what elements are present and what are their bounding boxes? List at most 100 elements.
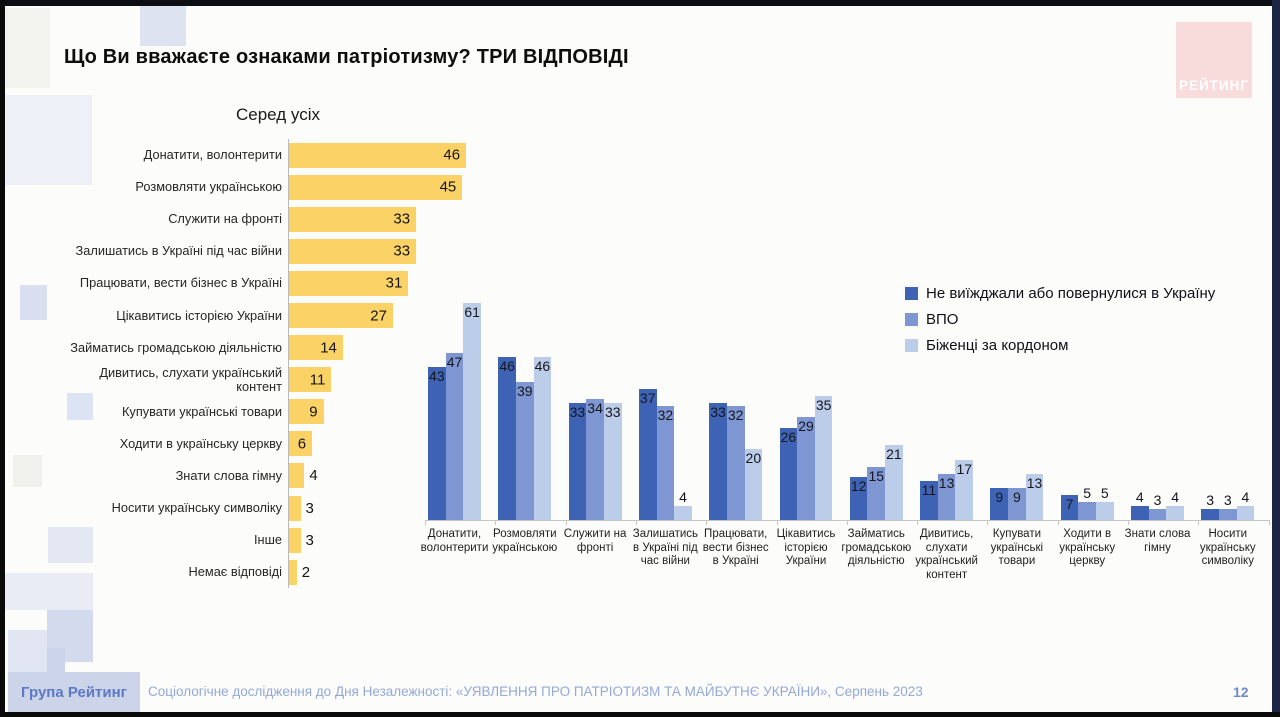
bar-row-label: Знати слова гімну bbox=[175, 467, 282, 483]
bar: 3 bbox=[1218, 492, 1237, 520]
deco-square bbox=[20, 285, 47, 320]
legend-label: ВПО bbox=[926, 311, 959, 328]
bar-row: Цікавитись історією України 27 bbox=[60, 299, 480, 332]
category-label: Купувати українські товари bbox=[990, 528, 1044, 567]
axis-tick bbox=[1128, 520, 1129, 525]
bar-row-label: Немає відповіді bbox=[188, 564, 282, 580]
bar-value: 33 bbox=[710, 403, 726, 420]
bar-row-label: Носити українську символіку bbox=[111, 500, 282, 516]
footer-brand-block: Група Рейтинг bbox=[8, 672, 140, 712]
axis-tick bbox=[635, 520, 637, 525]
bar-row: Ходити в українську церкву 6 bbox=[60, 427, 480, 460]
bar-row-label: Працювати, вести бізнес в Україні bbox=[79, 275, 282, 291]
bar-zone: 27 bbox=[288, 299, 480, 332]
chart-legend: Не виїжджали або повернулися в Україну ВП… bbox=[905, 285, 1215, 363]
frame-top-strip bbox=[0, 0, 1280, 6]
bar-value: 7 bbox=[1065, 496, 1074, 513]
bar: 32 bbox=[656, 406, 675, 520]
bar-row-label: Купувати українські товари bbox=[121, 403, 282, 419]
bar-row: Інше 3 bbox=[60, 524, 480, 557]
bar: 26 bbox=[779, 427, 798, 520]
bar-row: Купувати українські товари 9 bbox=[60, 395, 480, 428]
bar-zone: 9 bbox=[288, 395, 480, 428]
bar: 13 bbox=[937, 473, 956, 520]
bar-value: 3 bbox=[305, 499, 314, 517]
bar-row: Займатись громадською діяльністю 14 bbox=[60, 331, 480, 364]
deco-square bbox=[5, 573, 93, 610]
bar-value: 4 bbox=[1241, 488, 1250, 505]
bar: 20 bbox=[744, 449, 763, 520]
bar-value: 4 bbox=[679, 488, 687, 505]
bar-zone: 46 bbox=[288, 139, 480, 172]
bar: 34 bbox=[586, 399, 604, 520]
bar: 21 bbox=[885, 445, 903, 520]
axis-tick bbox=[565, 520, 567, 525]
bar-zone: 3 bbox=[288, 524, 480, 557]
bar: 4 bbox=[1166, 489, 1184, 520]
grouped-bar-chart: 43 47 61 Донатити, волонтерити 46 39 46 Розмовл… bbox=[421, 295, 1270, 581]
bar-value: 14 bbox=[320, 339, 337, 357]
left-chart-title: Серед усіх bbox=[236, 105, 320, 124]
category-label: Донатити, волонтерити bbox=[420, 528, 489, 554]
category-label: Працювати, вести бізнес в Україні bbox=[702, 528, 769, 567]
bar: 47 bbox=[445, 353, 464, 520]
bar-row: Носити українську символіку 3 bbox=[60, 492, 480, 525]
bar: 37 bbox=[638, 388, 657, 520]
bar-value: 33 bbox=[393, 210, 411, 228]
bar-value: 39 bbox=[516, 382, 533, 399]
bar-value: 37 bbox=[639, 389, 656, 406]
bar: 31 bbox=[289, 270, 409, 296]
bar-row-label: Залишатись в Україні під час війни bbox=[75, 243, 283, 259]
bar-group: 43 47 61 bbox=[428, 303, 481, 520]
bar-value: 32 bbox=[727, 407, 744, 424]
footer-brand: Група Рейтинг bbox=[21, 683, 127, 701]
bar-row: Знати слова гімну 4 bbox=[60, 459, 480, 493]
bar bbox=[289, 527, 301, 553]
bar-row: Залишатись в Україні під час війни 33 bbox=[60, 235, 480, 268]
axis-tick bbox=[1057, 520, 1059, 525]
bar-value: 46 bbox=[499, 357, 515, 374]
bar-value: 33 bbox=[604, 403, 621, 420]
bar-group: 9 9 13 bbox=[990, 473, 1044, 520]
bar: 5 bbox=[1096, 485, 1114, 520]
bar-group: 33 32 20 bbox=[709, 402, 763, 520]
bar: 6 bbox=[289, 431, 313, 457]
bar: 33 bbox=[709, 402, 727, 520]
bar-group: 37 32 4 bbox=[638, 388, 692, 520]
bar-row: Розмовляти українською 45 bbox=[60, 171, 480, 204]
category-label: Розмовляти українською bbox=[492, 528, 558, 554]
legend-swatch-icon bbox=[905, 287, 918, 300]
bar: 13 bbox=[1025, 473, 1044, 520]
bar-zone: 11 bbox=[288, 363, 480, 396]
logo-text: РЕЙТИНГ bbox=[1178, 78, 1250, 93]
bar-row-label: Дивитись, слухати український контент bbox=[99, 364, 282, 394]
bar-row-label: Ходити в українську церкву bbox=[119, 435, 282, 451]
bar: 46 bbox=[289, 142, 467, 168]
bar-zone: 33 bbox=[288, 203, 480, 236]
bar-value: 29 bbox=[798, 418, 814, 435]
bar-group: 12 15 21 bbox=[849, 445, 903, 520]
bar-group: 46 39 46 bbox=[498, 356, 552, 520]
bar: 9 bbox=[990, 488, 1009, 520]
axis-tick bbox=[917, 520, 919, 525]
bar-value: 3 bbox=[1206, 492, 1215, 509]
bar: 33 bbox=[289, 238, 417, 264]
bar-row-label: Донатити, волонтерити bbox=[143, 147, 282, 163]
bar: 9 bbox=[1008, 488, 1026, 520]
bar-value: 9 bbox=[309, 403, 318, 421]
bar-value: 26 bbox=[780, 428, 797, 445]
bar-value: 33 bbox=[569, 403, 586, 420]
bar-zone: 3 bbox=[288, 492, 480, 525]
bar-value: 46 bbox=[534, 357, 551, 374]
bar-value: 5 bbox=[1083, 485, 1092, 502]
bar-value: 4 bbox=[309, 467, 318, 485]
bar: 43 bbox=[428, 367, 446, 520]
legend-swatch-icon bbox=[905, 313, 918, 326]
axis-tick bbox=[1268, 520, 1270, 525]
bar: 9 bbox=[289, 399, 324, 425]
bar-value: 43 bbox=[429, 368, 445, 385]
bar-value: 9 bbox=[995, 489, 1004, 506]
frame-right-strip bbox=[1272, 0, 1280, 717]
category-label: Ходити в українську церкву bbox=[1059, 528, 1116, 567]
